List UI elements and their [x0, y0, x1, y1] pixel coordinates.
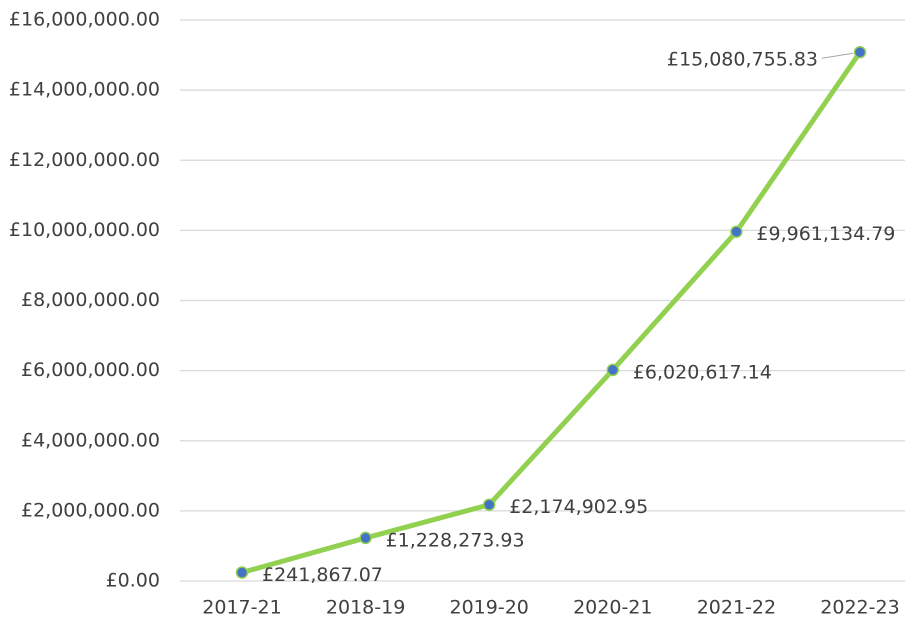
y-tick-label: £8,000,000.00: [21, 289, 160, 311]
y-tick-label: £14,000,000.00: [9, 79, 160, 101]
leader-line: [821, 52, 854, 59]
y-tick-label: £0.00: [106, 570, 160, 592]
y-tick-label: £16,000,000.00: [9, 9, 160, 31]
y-tick-label: £4,000,000.00: [21, 429, 160, 451]
data-label: £1,228,273.93: [386, 529, 525, 551]
x-tick-label: 2022-23: [820, 597, 899, 619]
x-tick-label: 2017-21: [202, 597, 281, 619]
y-tick-label: £6,000,000.00: [21, 359, 160, 381]
y-tick-label: £2,000,000.00: [21, 499, 160, 521]
data-label: £15,080,755.83: [667, 49, 818, 71]
data-line: [241, 50, 863, 575]
y-tick-label: £10,000,000.00: [9, 219, 160, 241]
x-tick-label: 2021-22: [697, 597, 776, 619]
x-tick-label: 2018-19: [326, 597, 405, 619]
data-point: [235, 566, 249, 579]
y-tick-label: £12,000,000.00: [9, 149, 160, 171]
data-point: [359, 531, 372, 545]
data-point: [606, 363, 620, 377]
data-point: [482, 498, 496, 511]
data-label: £2,174,902.95: [509, 496, 648, 518]
data-label: £9,961,134.79: [756, 223, 895, 245]
data-point: [730, 225, 743, 238]
data-label: £241,867.07: [262, 564, 383, 586]
data-label: £6,020,617.14: [633, 361, 772, 383]
x-tick-label: 2020-21: [573, 597, 652, 619]
data-point: [853, 45, 867, 59]
x-tick-label: 2019-20: [450, 597, 529, 619]
